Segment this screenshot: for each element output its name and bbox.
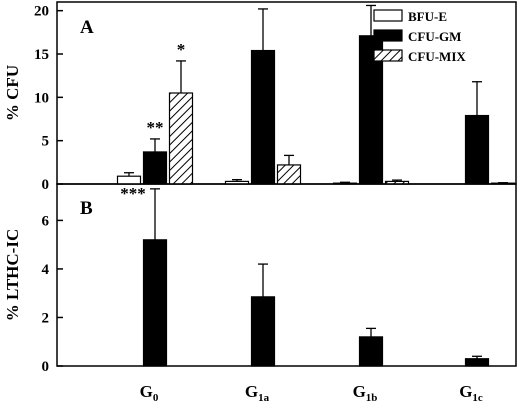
- y-tick-label: 20: [34, 4, 49, 20]
- x-category-main: G: [140, 382, 153, 401]
- bar-lthc-ic-g1c: [464, 358, 490, 367]
- bar-cfu-gm-g0: [142, 151, 168, 185]
- x-category-label: G1a: [245, 382, 270, 404]
- legend-label-cfu-mix: CFU-MIX: [408, 49, 466, 64]
- bar-cfu-gm-g1c: [464, 114, 490, 185]
- y-tick-label: 15: [34, 47, 49, 63]
- y-tick-label: 5: [42, 134, 50, 150]
- significance-marker: **: [147, 118, 164, 137]
- panel-frame-b: [56, 183, 517, 367]
- y-tick-label: 6: [42, 213, 50, 229]
- y-axis-title: % CFU: [3, 65, 22, 121]
- bar-lthc-ic-g1a: [250, 296, 276, 367]
- x-category-main: G: [459, 382, 472, 401]
- y-tick-label: 10: [34, 90, 49, 106]
- legend-label-cfu-gm: CFU-GM: [408, 29, 461, 44]
- y-axis-title: % LTHC-IC: [3, 229, 22, 321]
- x-category-subscript: 0: [153, 392, 159, 404]
- bar-lthc-ic-g0: [142, 239, 168, 367]
- panel-letter-b: B: [80, 198, 93, 219]
- bar-bfu-e-g0: [116, 175, 142, 185]
- x-category-label: G1b: [353, 382, 378, 404]
- x-category-label: G1c: [459, 382, 483, 404]
- panel-letter-a: A: [80, 17, 94, 38]
- x-category-subscript: 1c: [472, 392, 483, 404]
- bar-cfu-gm-g1a: [250, 49, 276, 185]
- x-category-main: G: [245, 382, 258, 401]
- x-category-subscript: 1b: [366, 392, 378, 404]
- y-tick-label: 0: [42, 359, 50, 375]
- x-category-main: G: [353, 382, 366, 401]
- legend-swatch-cfu-mix: [373, 49, 403, 62]
- x-category-subscript: 1a: [258, 392, 270, 404]
- legend-swatch-bfu-e: [373, 9, 403, 22]
- legend-label-bfu-e: BFU-E: [408, 9, 447, 24]
- y-tick-label: 0: [42, 177, 50, 193]
- y-tick-label: 4: [42, 262, 50, 278]
- y-tick-label: 2: [42, 310, 50, 326]
- significance-marker: ***: [120, 184, 146, 203]
- bar-cfu-mix-g0: [168, 92, 194, 185]
- x-category-label: G0: [140, 382, 159, 404]
- significance-marker: *: [177, 40, 186, 59]
- bar-lthc-ic-g1b: [358, 336, 384, 367]
- bar-cfu-mix-g1a: [276, 164, 302, 185]
- legend-swatch-cfu-gm: [373, 29, 403, 42]
